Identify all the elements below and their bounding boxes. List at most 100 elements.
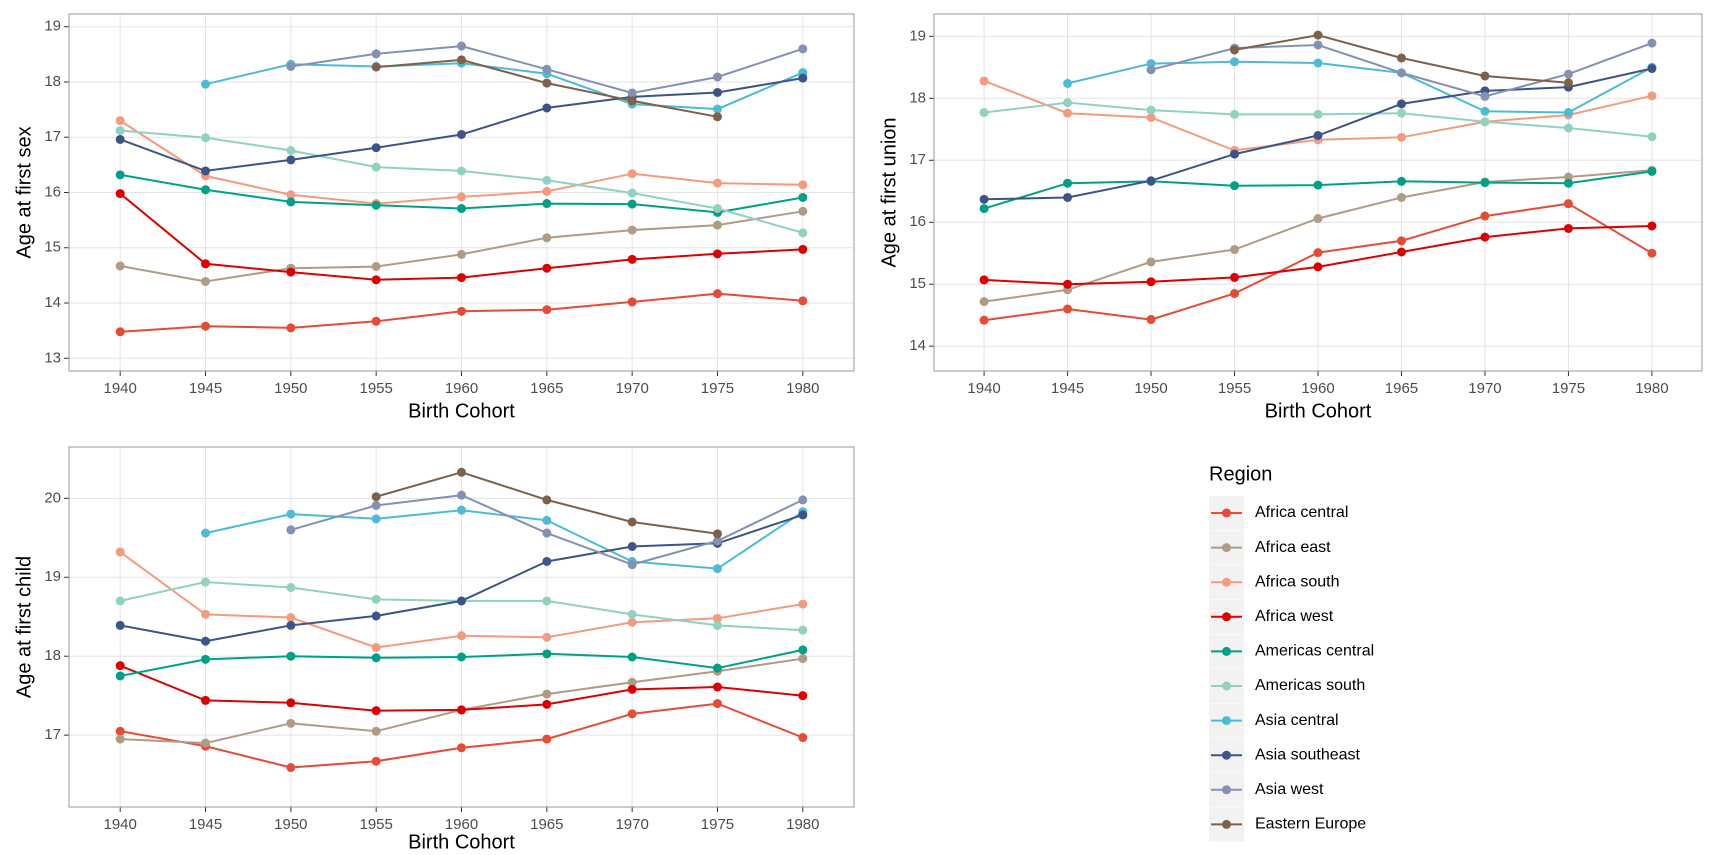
data-point (1063, 178, 1073, 188)
data-point (712, 289, 722, 299)
y-tick-label: 14 (909, 337, 926, 354)
data-point (201, 738, 211, 748)
data-point (798, 599, 808, 609)
x-axis-title: Birth Cohort (1265, 400, 1372, 422)
data-point (1396, 132, 1406, 142)
data-point (1396, 192, 1406, 202)
data-point (286, 651, 296, 661)
data-point (542, 233, 552, 243)
data-point (542, 699, 552, 709)
data-point (115, 189, 125, 199)
data-point (201, 166, 211, 176)
data-point (371, 726, 381, 736)
series-line (205, 509, 804, 570)
legend-label: Asia southeast (1255, 746, 1361, 763)
data-point (979, 275, 989, 285)
data-point (201, 695, 211, 705)
data-point (1146, 176, 1156, 186)
data-point (627, 254, 637, 264)
data-point (627, 652, 637, 662)
data-point (1480, 71, 1490, 81)
data-point (1647, 248, 1657, 258)
data-point (115, 116, 125, 126)
legend-point (1222, 819, 1231, 829)
data-point (115, 734, 125, 744)
data-point (115, 726, 125, 736)
data-point (542, 305, 552, 315)
legend-point (1222, 646, 1231, 656)
x-tick-label: 1980 (1635, 380, 1668, 397)
data-point (979, 108, 989, 118)
data-point (371, 594, 381, 604)
legend-point (1222, 681, 1231, 691)
data-point (712, 564, 722, 574)
data-point (457, 166, 466, 176)
data-point (798, 691, 808, 701)
data-point (542, 263, 552, 273)
legend-label: Africa west (1255, 608, 1334, 625)
data-point (712, 220, 722, 230)
data-point (286, 62, 296, 71)
legend-label: Americas south (1255, 677, 1365, 694)
data-point (798, 645, 808, 655)
x-tick-label: 1980 (786, 380, 819, 397)
y-tick-label: 19 (44, 568, 61, 585)
data-point (798, 495, 808, 505)
data-point (1230, 57, 1240, 67)
data-point (201, 133, 211, 143)
y-tick-label: 18 (44, 73, 61, 90)
data-point (1647, 91, 1657, 101)
data-point (286, 763, 296, 773)
data-point (798, 244, 808, 254)
data-point (798, 296, 808, 306)
data-point (115, 547, 125, 557)
y-tick-label: 15 (909, 275, 926, 292)
data-point (1313, 40, 1323, 50)
data-point (1396, 68, 1406, 78)
x-axis-title: Birth Cohort (408, 400, 515, 422)
data-point (1230, 149, 1240, 159)
data-point (542, 515, 552, 525)
data-point (1063, 279, 1073, 289)
data-point (286, 698, 296, 708)
data-point (1563, 199, 1573, 209)
data-point (286, 583, 296, 593)
data-point (371, 653, 381, 663)
data-point (627, 169, 637, 179)
data-point (371, 275, 381, 285)
data-point (1313, 109, 1323, 119)
x-tick-label: 1970 (1468, 380, 1501, 397)
x-tick-label: 1950 (274, 380, 307, 397)
data-point (798, 625, 808, 635)
data-point (1396, 99, 1406, 109)
data-point (542, 689, 552, 699)
legend-title: Region (1209, 463, 1272, 485)
data-point (1563, 223, 1573, 233)
data-point (371, 756, 381, 766)
data-point (1647, 132, 1657, 142)
data-point (1647, 38, 1657, 48)
panel-border (68, 446, 855, 808)
data-point (201, 577, 211, 587)
data-point (371, 200, 381, 210)
data-point (286, 620, 296, 630)
data-point (627, 609, 637, 619)
x-tick-label: 1975 (1552, 380, 1585, 397)
data-point (1146, 257, 1156, 267)
data-point (371, 262, 381, 272)
data-point (979, 204, 989, 214)
x-tick-label: 1945 (189, 816, 222, 833)
data-point (371, 162, 381, 172)
data-point (201, 321, 211, 331)
data-point (712, 536, 722, 546)
series-line (1067, 60, 1653, 114)
data-point (1313, 214, 1323, 224)
data-point (457, 652, 466, 662)
data-point (1563, 78, 1573, 88)
data-point (542, 78, 552, 88)
data-point (371, 706, 381, 716)
data-point (798, 206, 808, 216)
x-tick-label: 1980 (786, 816, 819, 833)
legend-point (1222, 785, 1231, 795)
y-tick-label: 18 (909, 89, 926, 106)
